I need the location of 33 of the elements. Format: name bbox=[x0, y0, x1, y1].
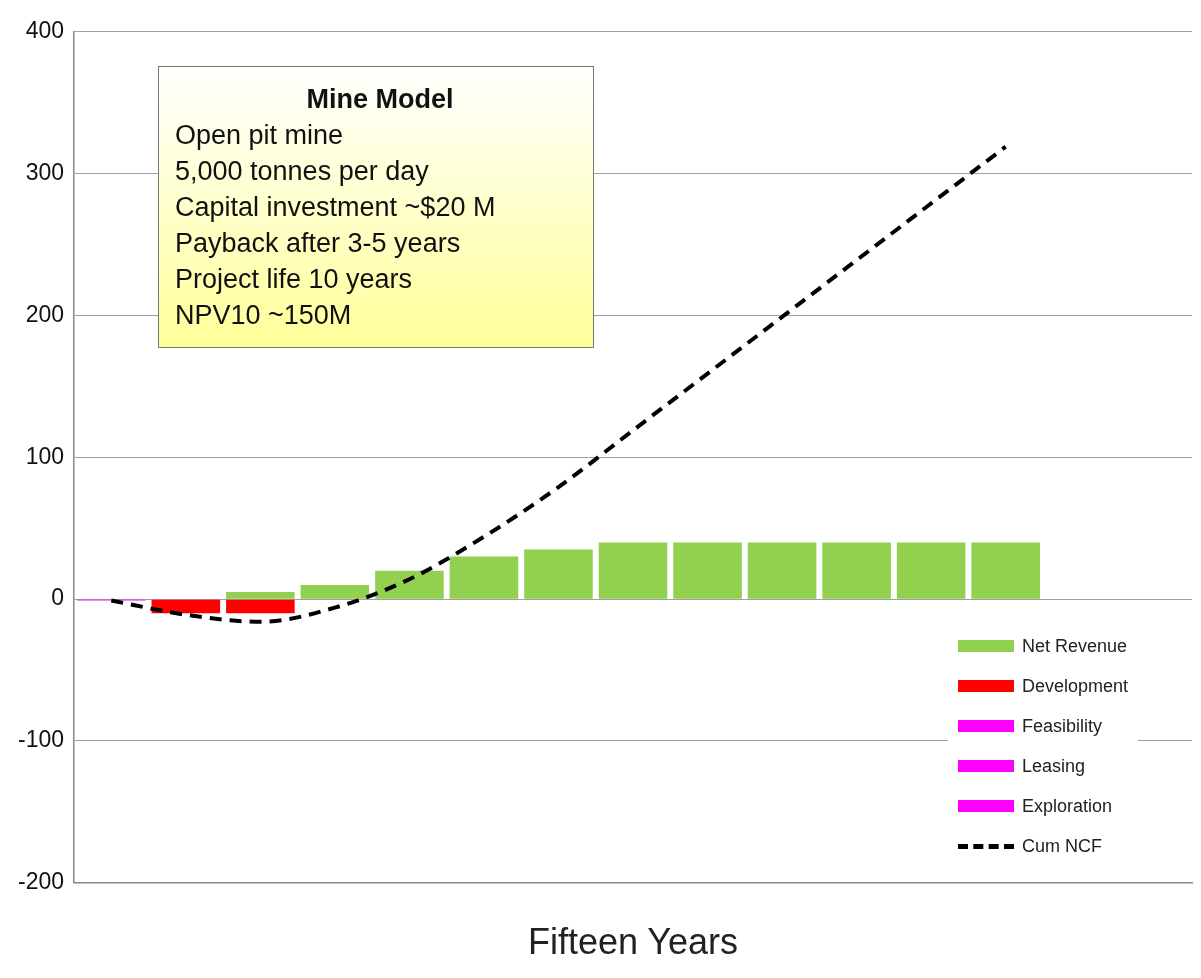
bar bbox=[226, 592, 295, 599]
bar bbox=[300, 584, 370, 599]
y-tick-label: 100 bbox=[25, 442, 65, 469]
bar bbox=[598, 542, 668, 599]
annotation: NPV10 ~150M bbox=[175, 299, 353, 332]
legend-label: Cum NCF bbox=[1021, 835, 1102, 857]
legend-label: Exploration bbox=[1021, 795, 1112, 817]
y-tick-label: -200 bbox=[17, 868, 65, 895]
y-tick-label: 400 bbox=[25, 17, 65, 44]
y-tick-label: 200 bbox=[25, 300, 65, 327]
bar bbox=[747, 542, 817, 599]
bar bbox=[896, 542, 966, 599]
bar bbox=[375, 570, 444, 599]
annotation: Payback after 3-5 years bbox=[175, 227, 462, 260]
legend-label: Leasing bbox=[1021, 755, 1085, 777]
legend-label: Feasibility bbox=[1021, 715, 1102, 737]
y-tick-label: 0 bbox=[51, 584, 65, 611]
annotation: 5,000 tonnes per day bbox=[175, 155, 430, 188]
bar bbox=[449, 556, 519, 599]
legend-label: Net Revenue bbox=[1021, 635, 1128, 657]
bar bbox=[822, 542, 891, 599]
y-tick-label: -100 bbox=[17, 726, 65, 753]
annotation: Mine Model bbox=[305, 83, 455, 116]
annotation: Open pit mine bbox=[175, 119, 345, 152]
bar bbox=[226, 599, 295, 614]
y-tick-label: 300 bbox=[25, 158, 65, 185]
bar bbox=[673, 542, 742, 599]
bar bbox=[971, 542, 1040, 599]
bar bbox=[524, 549, 593, 599]
legend-label: Development bbox=[1021, 675, 1128, 697]
annotation: Capital investment ~$20 M bbox=[175, 191, 497, 224]
annotation: Project life 10 years bbox=[175, 263, 414, 296]
x-axis-title: Fifteen Years bbox=[527, 921, 739, 963]
